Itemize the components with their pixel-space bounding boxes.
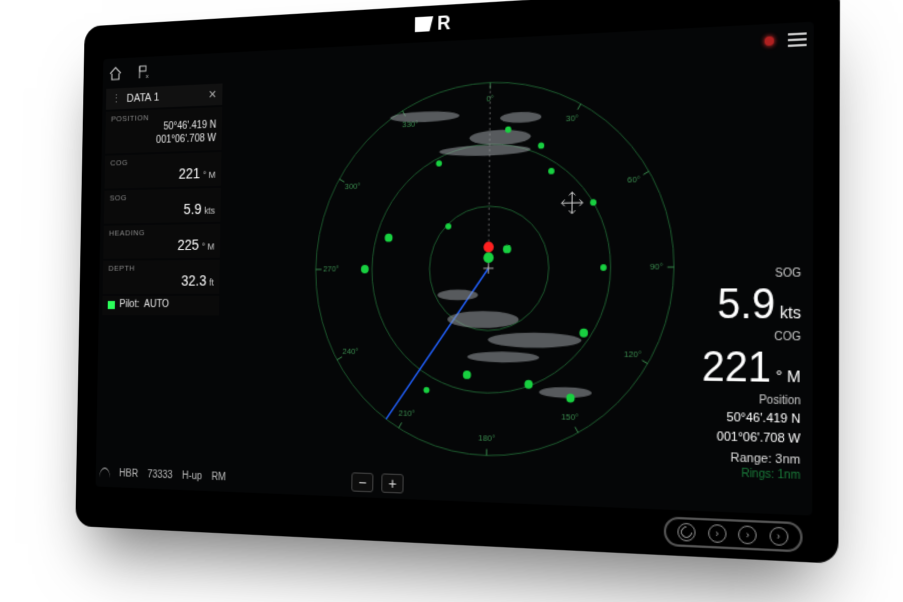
readout-sog-unit: kts bbox=[780, 303, 801, 322]
range-label: Range: bbox=[730, 451, 771, 466]
range-value: 3nm bbox=[775, 452, 800, 467]
svg-text:270°: 270° bbox=[323, 264, 339, 274]
brand-text: R bbox=[437, 11, 452, 34]
pilot-label: Pilot: bbox=[119, 299, 139, 310]
hardware-button-cluster: › › › bbox=[664, 516, 803, 552]
status-code: 73333 bbox=[147, 469, 173, 481]
svg-text:90°: 90° bbox=[650, 261, 663, 271]
rings-value: 1nm bbox=[777, 469, 800, 483]
depth-block: DEPTH 32.3ft bbox=[103, 260, 220, 294]
pilot-block: Pilot: AUTO bbox=[102, 296, 219, 316]
depth-value: 32.3 bbox=[181, 272, 206, 288]
svg-text:x: x bbox=[146, 74, 149, 80]
svg-text:300°: 300° bbox=[345, 181, 361, 191]
screen: x ⋮ DATA 1 ✕ POSITION 50°46' bbox=[96, 22, 814, 516]
brand-flag-icon bbox=[415, 16, 433, 32]
svg-text:60°: 60° bbox=[627, 174, 640, 185]
close-panel-icon[interactable]: ✕ bbox=[208, 88, 217, 102]
readout-cog-value: 221 bbox=[702, 343, 772, 392]
record-indicator-icon bbox=[765, 36, 774, 46]
readout-sog-label: SOG bbox=[702, 267, 801, 280]
status-orient: H-up bbox=[182, 470, 202, 482]
cog-block: COG 221° M bbox=[105, 152, 222, 189]
wifi-icon bbox=[99, 467, 110, 478]
readout-lon: 001°06'.708 W bbox=[701, 430, 800, 448]
depth-unit: ft bbox=[209, 277, 214, 287]
cog-unit: ° M bbox=[203, 170, 216, 181]
pilot-status-icon bbox=[108, 300, 115, 308]
main-readout: SOG 5.9 kts COG 221° M Position 50°46'.41… bbox=[701, 265, 801, 483]
heading-value: 225 bbox=[177, 236, 199, 253]
svg-text:210°: 210° bbox=[399, 408, 416, 418]
readout-cog-label: COG bbox=[702, 330, 801, 343]
position-lon: 001°06'.708 W bbox=[111, 132, 217, 148]
home-icon[interactable] bbox=[106, 63, 124, 84]
rings-label: Rings: bbox=[741, 468, 774, 482]
sog-value: 5.9 bbox=[183, 201, 201, 218]
zoom-in-button[interactable]: + bbox=[381, 473, 403, 493]
power-button[interactable] bbox=[678, 523, 696, 542]
readout-cog-unit: ° M bbox=[776, 366, 801, 385]
sog-block: SOG 5.9kts bbox=[104, 188, 221, 224]
nav-button-2[interactable]: › bbox=[738, 525, 757, 544]
nav-button-1[interactable]: › bbox=[708, 524, 726, 543]
svg-text:120°: 120° bbox=[624, 349, 642, 360]
zoom-out-button[interactable]: − bbox=[351, 472, 373, 492]
data-panel-title: DATA 1 bbox=[126, 91, 159, 104]
svg-text:30°: 30° bbox=[566, 113, 579, 124]
readout-pos-label: Position bbox=[702, 393, 801, 408]
sog-unit: kts bbox=[204, 205, 215, 215]
zoom-controls: − + bbox=[351, 472, 403, 493]
waypoint-icon[interactable]: x bbox=[135, 62, 153, 83]
data-panel: ⋮ DATA 1 ✕ POSITION 50°46'.419 N 001°06'… bbox=[102, 83, 222, 315]
svg-text:150°: 150° bbox=[561, 411, 579, 422]
status-motion: RM bbox=[211, 471, 226, 483]
menu-icon[interactable] bbox=[786, 28, 810, 52]
readout-lat: 50°46'.419 N bbox=[702, 410, 801, 428]
heading-unit: ° M bbox=[202, 241, 215, 251]
svg-text:180°: 180° bbox=[478, 432, 495, 443]
nav-button-3[interactable]: › bbox=[769, 527, 788, 546]
svg-text:240°: 240° bbox=[342, 346, 358, 356]
data-panel-header: ⋮ DATA 1 ✕ bbox=[106, 83, 223, 109]
heading-block: HEADING 225° M bbox=[103, 224, 220, 259]
position-block: POSITION 50°46'.419 N 001°06'.708 W bbox=[105, 107, 222, 154]
status-mode: HBR bbox=[119, 468, 138, 480]
device-frame: R x ⋮ bbox=[75, 0, 840, 564]
pilot-mode: AUTO bbox=[144, 299, 169, 310]
cog-value: 221 bbox=[179, 165, 201, 182]
readout-sog-value: 5.9 bbox=[717, 280, 775, 328]
